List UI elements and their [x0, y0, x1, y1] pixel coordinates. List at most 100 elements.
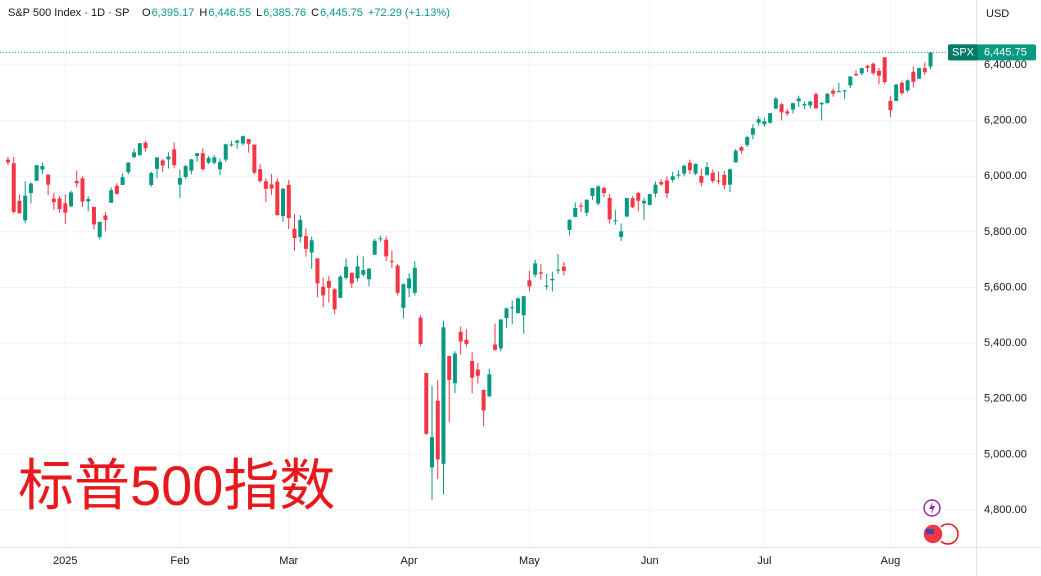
y-tick-label: 4,800.00: [984, 504, 1027, 516]
y-tick-label: 5,600.00: [984, 281, 1027, 293]
candle-body: [699, 176, 704, 183]
candle-body: [475, 369, 480, 376]
candle-body: [321, 286, 326, 296]
legend-value: 6,385.76: [263, 7, 306, 19]
candle-body: [722, 174, 727, 186]
legend-key: L: [256, 7, 262, 19]
candle-body: [46, 174, 51, 185]
candle-body: [372, 240, 377, 255]
candle-body: [556, 269, 561, 271]
candle-body: [252, 144, 257, 173]
candle-body: [6, 159, 10, 163]
candle-body: [206, 157, 211, 163]
candle-body: [34, 165, 39, 181]
candle-body: [281, 188, 286, 217]
flag-glyph: [926, 529, 934, 534]
candle-body: [825, 93, 830, 104]
candle-body: [430, 437, 435, 468]
candle-body: [149, 172, 154, 185]
candle-body: [693, 163, 698, 174]
candle-body: [876, 70, 881, 76]
legend-key: O: [142, 7, 151, 19]
candle-body: [11, 163, 16, 212]
candle-body: [745, 137, 750, 145]
x-tick-label: 2025: [53, 555, 77, 567]
candle-body: [338, 276, 343, 298]
candle-body: [309, 240, 314, 253]
candle-body: [189, 159, 194, 171]
candle-body: [263, 181, 268, 189]
candle-body: [212, 157, 217, 163]
candle-body: [865, 65, 870, 68]
candle-body: [928, 52, 933, 67]
candle-body: [401, 284, 406, 308]
candle-body: [802, 104, 807, 106]
candle-body: [584, 199, 589, 213]
candle-body: [664, 180, 669, 194]
candle-body: [103, 215, 108, 220]
candle-body: [538, 272, 543, 274]
candle-body: [69, 192, 74, 207]
candle-body: [235, 140, 240, 143]
candle-body: [326, 280, 331, 288]
candle-body: [223, 144, 228, 160]
candle-body: [687, 162, 692, 171]
candle-body: [779, 104, 784, 113]
candle-body: [733, 150, 738, 163]
candle-body: [23, 195, 28, 221]
candle-body: [510, 307, 515, 309]
candle-body: [716, 180, 721, 182]
candle-body: [899, 82, 904, 94]
ohlc-legend: O 6,395.17 H 6,446.55 L 6,385.76 C 6,445.75 +72.…: [142, 7, 450, 19]
candle-body: [859, 68, 864, 74]
candle-body: [579, 205, 583, 207]
candle-body: [218, 161, 223, 170]
candle-body: [97, 221, 102, 237]
candle-body: [154, 157, 159, 169]
candle-body: [911, 71, 916, 82]
candle-body: [126, 162, 131, 173]
candle-body: [791, 103, 796, 110]
candle-body: [848, 76, 853, 86]
y-tick-label: 6,000.00: [984, 170, 1027, 182]
candle-body: [40, 166, 45, 170]
candle-body: [544, 285, 549, 287]
candle-body: [567, 219, 572, 230]
candle-body: [705, 167, 710, 176]
candle-body: [292, 228, 297, 239]
candle-body: [727, 169, 732, 185]
candle-body: [922, 68, 927, 73]
symbol-tag: [948, 44, 978, 61]
candle-body: [57, 198, 62, 210]
candle-body: [894, 84, 899, 101]
candle-body: [596, 186, 601, 204]
candle-body: [91, 206, 96, 225]
candle-body: [836, 91, 841, 93]
candle-body: [258, 169, 263, 182]
annotation: 标普500指数: [18, 454, 335, 517]
candle-body: [344, 266, 349, 278]
candle-body: [384, 239, 389, 257]
candle-body: [298, 219, 303, 237]
x-tick-label: Mar: [279, 555, 298, 567]
axes: 4,800.00 5,000.00 5,200.00 5,400.00 5,600.00…: [53, 44, 1036, 567]
candle-body: [504, 308, 509, 319]
candle-body: [561, 266, 566, 271]
candle-body: [819, 102, 824, 105]
y-tick-label: 5,200.00: [984, 393, 1027, 405]
candle-body: [550, 278, 555, 281]
icons: [922, 499, 959, 545]
candle-body: [395, 265, 400, 293]
candle-body: [389, 260, 394, 262]
currency-label[interactable]: USD: [986, 8, 1009, 20]
candle-body: [464, 339, 469, 344]
candle-body: [773, 98, 778, 109]
candle-body: [177, 177, 182, 185]
y-tick-label: 5,000.00: [984, 448, 1027, 460]
candle-body: [303, 236, 308, 249]
candle-body: [160, 160, 165, 166]
candle-body: [109, 190, 114, 203]
legend-key: C: [311, 7, 319, 19]
x-tick-label: May: [519, 555, 540, 567]
symbol-tag-label: SPX: [952, 46, 975, 58]
